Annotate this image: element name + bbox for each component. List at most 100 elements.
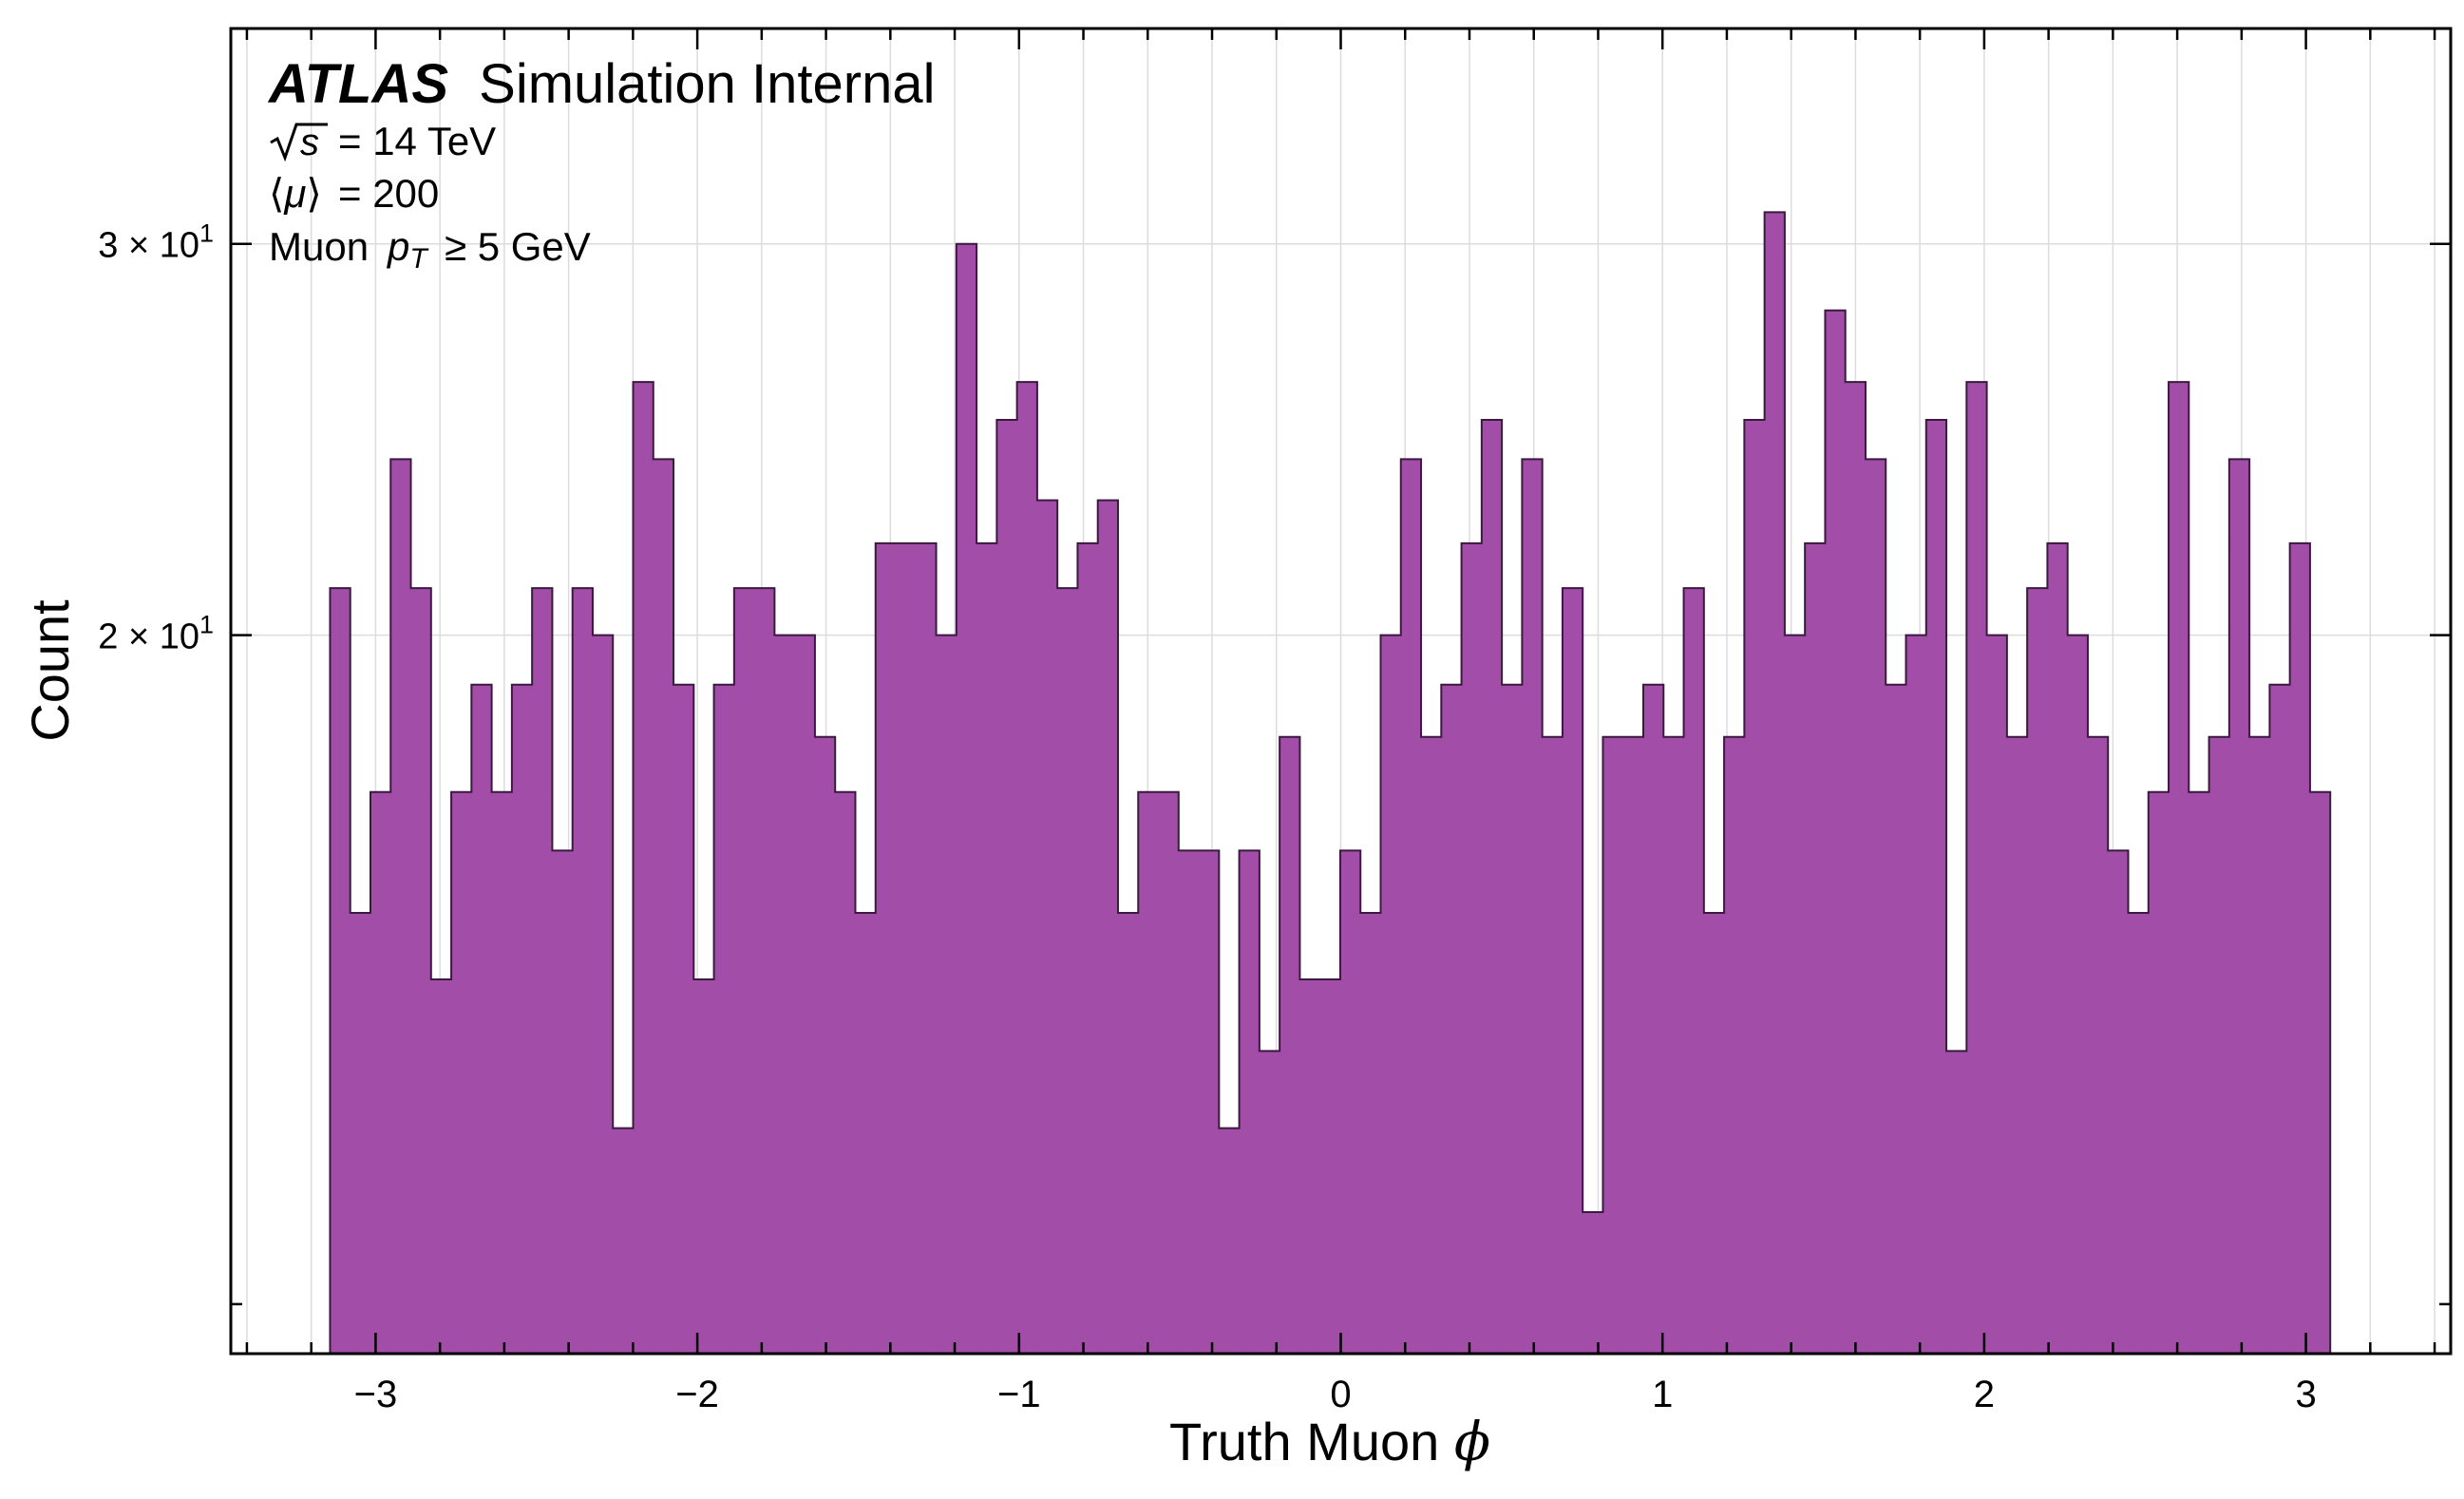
histogram-bar [1703, 912, 1725, 1354]
histogram-bar [370, 791, 391, 1354]
histogram-bar [1966, 382, 1988, 1355]
histogram-bar [1036, 500, 1058, 1354]
histogram-bar [1339, 850, 1361, 1354]
histogram-bar [1158, 791, 1180, 1354]
histogram-bar [1522, 459, 1544, 1354]
x-axis-label: Truth Muon ϕ [1169, 1412, 1490, 1473]
histogram-bar [1259, 1051, 1280, 1354]
histogram-bar [2289, 542, 2311, 1354]
histogram-bar [814, 736, 836, 1354]
sqrt-s-symbol: s [300, 122, 319, 163]
histogram-bar [2189, 791, 2210, 1354]
y-axis-label: Count [20, 599, 80, 742]
x-tick-label: −1 [997, 1374, 1041, 1415]
histogram-bar [1744, 419, 1766, 1354]
histogram-bar [1360, 912, 1382, 1354]
axis-ticks: −3 −2 −1 0 1 2 3 3 × 101 2 × 101 [98, 28, 2451, 1415]
histogram-bar [1764, 212, 1786, 1355]
histogram-bar [1239, 850, 1260, 1354]
histogram-bar [1279, 736, 1301, 1354]
histogram-bar [1925, 419, 1947, 1354]
histogram-bar [2228, 459, 2250, 1354]
histogram-bar [1683, 588, 1705, 1354]
histogram-bar [794, 635, 816, 1354]
histogram-outline [329, 211, 2332, 1354]
histogram-bar [2269, 684, 2291, 1354]
x-tick-label: −2 [675, 1374, 719, 1415]
pileup-value: = 200 [338, 171, 439, 216]
histogram-bar [1583, 1212, 1604, 1354]
histogram-bar [1784, 635, 1806, 1354]
histogram-bar [693, 979, 715, 1354]
x-tick-label: 0 [1330, 1374, 1351, 1415]
histogram-bar [1138, 791, 1160, 1354]
histogram-bar [390, 459, 412, 1354]
x-tick-label: 2 [1974, 1374, 1995, 1415]
histogram-bar [1117, 912, 1139, 1354]
histogram-bar [350, 912, 371, 1354]
histogram-bar [1219, 1128, 1241, 1354]
histogram-bar [713, 684, 735, 1354]
histogram-bar [2006, 736, 2028, 1354]
histogram-bar [1057, 588, 1079, 1354]
histogram-bar [896, 542, 917, 1354]
histogram-bar [592, 635, 614, 1354]
histogram-bar [673, 684, 694, 1354]
histogram-bar [1400, 459, 1422, 1354]
plot-frame [229, 27, 2453, 1356]
histogram-bar [633, 382, 654, 1355]
pileup-annotation: ⟨μ⟩ = 200 [269, 171, 439, 216]
histogram-bar [2169, 382, 2189, 1355]
histogram-bar [2047, 542, 2069, 1354]
histogram-bar [875, 542, 897, 1354]
histogram-bar [2208, 736, 2230, 1354]
histogram-bar [1845, 382, 1867, 1355]
histogram-bar [2027, 588, 2049, 1354]
histogram-bar [2128, 912, 2150, 1354]
x-tick-label: 3 [2295, 1374, 2316, 1415]
y-tick-label: 2 × 101 [98, 611, 214, 657]
x-axis-label-symbol: ϕ [1454, 1412, 1490, 1473]
histogram-bar [1643, 684, 1664, 1354]
histogram-bar [1886, 684, 1907, 1354]
atlas-label: ATLAS Simulation Internal [267, 53, 936, 115]
histogram-bar [532, 588, 554, 1354]
histogram-bars [329, 211, 2332, 1355]
histogram-bar [2249, 736, 2270, 1354]
histogram-bar [1865, 459, 1886, 1354]
histogram-bar [1481, 419, 1503, 1354]
histogram-bar [410, 588, 432, 1354]
x-tick-label: 1 [1652, 1374, 1673, 1415]
histogram-bar [2309, 791, 2331, 1354]
cut-suffix: ≥ 5 GeV [445, 224, 591, 269]
histogram-bar [1562, 588, 1583, 1354]
histogram-bar [2108, 850, 2130, 1354]
histogram-bar [491, 791, 513, 1354]
energy-value: = 14 TeV [338, 119, 496, 163]
histogram-bar [653, 459, 674, 1354]
histogram-bar [1461, 542, 1483, 1354]
histogram-bar [996, 419, 1018, 1354]
histogram-bar [754, 588, 775, 1354]
histogram-bar [1441, 684, 1463, 1354]
x-tick-label: −3 [354, 1374, 398, 1415]
histogram-bar [1178, 850, 1200, 1354]
cut-pt-symbol: pT [386, 224, 429, 275]
sqrt-symbol [270, 123, 328, 162]
histogram-bar [733, 588, 755, 1354]
pileup-mu-symbol: ⟨μ⟩ [269, 171, 322, 216]
histogram-bar [330, 588, 351, 1354]
histogram-bar [956, 243, 977, 1354]
histogram-bar [976, 542, 997, 1354]
histogram-bar [1622, 736, 1644, 1354]
histogram-bar [1502, 684, 1523, 1354]
histogram-bar [511, 684, 533, 1354]
histogram-bar [1319, 979, 1341, 1354]
cut-annotation: Muon pT ≥ 5 GeV [269, 224, 591, 275]
histogram-bar [855, 912, 877, 1354]
histogram-bar [1097, 500, 1119, 1354]
histogram-bar [1986, 635, 2008, 1354]
histogram-bar [1421, 736, 1442, 1354]
atlas-status: Simulation Internal [479, 53, 935, 115]
histogram-bar [774, 635, 796, 1354]
